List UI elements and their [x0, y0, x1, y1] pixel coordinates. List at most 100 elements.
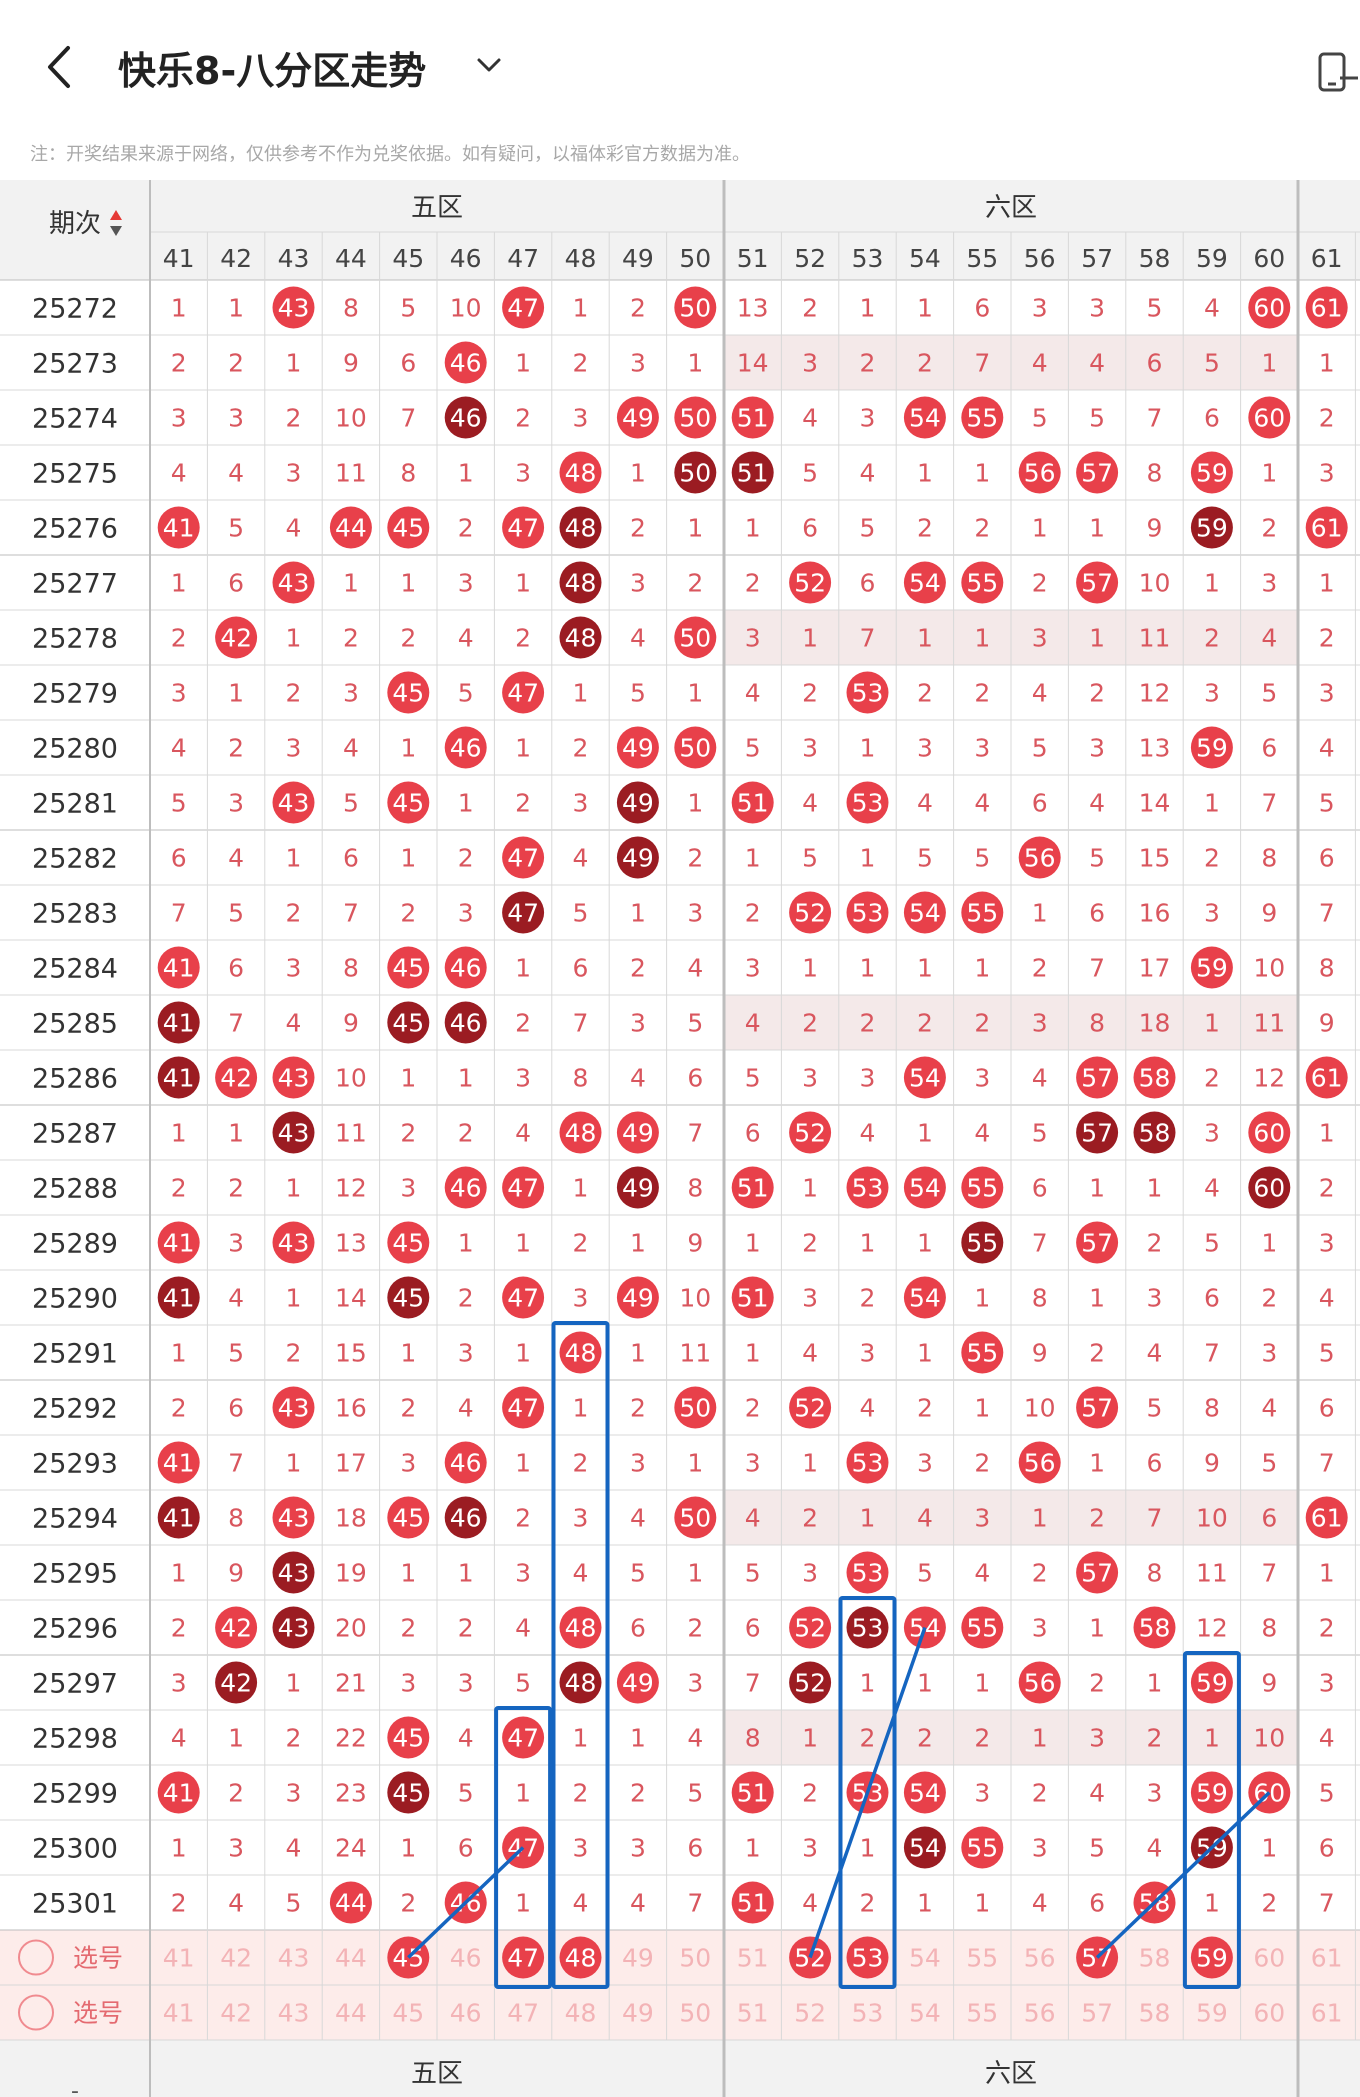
- select-radio[interactable]: [18, 1994, 54, 2031]
- miss-count: 3: [1147, 1779, 1163, 1808]
- select-number[interactable]: 43: [278, 1944, 310, 1973]
- page-title[interactable]: 快乐8-八分区走势: [118, 49, 427, 93]
- hit-number: 49: [622, 1669, 654, 1698]
- select-number[interactable]: 56: [1024, 1999, 1056, 2028]
- period-header[interactable]: 期次: [49, 209, 101, 239]
- select-number[interactable]: 46: [450, 1944, 482, 1973]
- miss-count: 2: [860, 349, 876, 378]
- miss-count: 1: [286, 1284, 302, 1313]
- select-number[interactable]: 61: [1311, 1944, 1343, 1973]
- miss-count: 1: [343, 569, 359, 598]
- back-arrow-icon[interactable]: [38, 42, 82, 92]
- miss-count: 1: [745, 514, 761, 543]
- hit-ball: [157, 1056, 200, 1099]
- select-number[interactable]: 55: [966, 1999, 998, 2028]
- miss-count: 4: [458, 1394, 474, 1423]
- select-number[interactable]: 47: [507, 1999, 539, 2028]
- select-number[interactable]: 53: [852, 1999, 884, 2028]
- hit-number: 47: [507, 844, 539, 873]
- miss-count: 1: [458, 1229, 474, 1258]
- select-number[interactable]: 42: [220, 1999, 252, 2028]
- hit-ball: [961, 1331, 1004, 1374]
- select-number[interactable]: 60: [1253, 1944, 1285, 1973]
- picked-number[interactable]: 53: [852, 1944, 884, 1973]
- select-number[interactable]: 55: [966, 1944, 998, 1973]
- hit-ball: [1305, 1056, 1348, 1099]
- select-number[interactable]: 44: [335, 1944, 367, 1973]
- select-number[interactable]: 41: [163, 1944, 195, 1973]
- select-number[interactable]: 50: [679, 1944, 711, 1973]
- select-number[interactable]: 54: [909, 1999, 941, 2028]
- period-cell: 25289: [32, 1229, 118, 1260]
- hit-ball: [1190, 506, 1233, 549]
- miss-count: 11: [1139, 624, 1171, 653]
- miss-count: 5: [1089, 844, 1105, 873]
- select-number[interactable]: 54: [909, 1944, 941, 1973]
- miss-count: 2: [515, 624, 531, 653]
- sort-up-icon[interactable]: [110, 210, 122, 220]
- miss-count: 6: [228, 569, 244, 598]
- period-cell: 25301: [32, 1889, 118, 1920]
- miss-count: 3: [400, 1174, 416, 1203]
- hit-ball: [559, 1606, 602, 1649]
- sort-down-icon[interactable]: [110, 226, 122, 236]
- picked-ball[interactable]: [1190, 1936, 1233, 1979]
- miss-count: 8: [1261, 844, 1277, 873]
- select-number[interactable]: 51: [737, 1944, 769, 1973]
- select-number[interactable]: 58: [1139, 1999, 1171, 2028]
- picked-number[interactable]: 48: [565, 1944, 597, 1973]
- column-header: 54: [909, 244, 941, 273]
- select-number[interactable]: 46: [450, 1999, 482, 2028]
- picked-ball[interactable]: [846, 1936, 889, 1979]
- miss-count: 3: [630, 569, 646, 598]
- chevron-down-icon[interactable]: [474, 50, 504, 80]
- hit-ball: [272, 1221, 315, 1264]
- select-number[interactable]: 43: [278, 1999, 310, 2028]
- hit-number: 59: [1196, 1779, 1228, 1808]
- select-number[interactable]: 60: [1253, 1999, 1285, 2028]
- select-number[interactable]: 52: [794, 1999, 826, 2028]
- device-icon[interactable]: [1318, 48, 1360, 96]
- select-label[interactable]: 选号: [73, 1999, 123, 2028]
- hit-number: 55: [966, 899, 998, 928]
- picked-ball[interactable]: [502, 1936, 545, 1979]
- select-number[interactable]: 57: [1081, 1999, 1113, 2028]
- select-number[interactable]: 61: [1311, 1999, 1343, 2028]
- hit-number: 55: [966, 404, 998, 433]
- miss-count: 3: [1319, 1229, 1335, 1258]
- picked-number[interactable]: 47: [507, 1944, 539, 1973]
- hit-ball: [1190, 451, 1233, 494]
- select-number[interactable]: 49: [622, 1999, 654, 2028]
- select-number[interactable]: 45: [392, 1999, 424, 2028]
- select-number[interactable]: 59: [1196, 1999, 1228, 2028]
- select-number[interactable]: 48: [565, 1999, 597, 2028]
- miss-count: 1: [515, 569, 531, 598]
- miss-count: 12: [1196, 1614, 1228, 1643]
- select-radio[interactable]: [18, 1939, 54, 1976]
- miss-count: 3: [228, 404, 244, 433]
- picked-ball[interactable]: [559, 1936, 602, 1979]
- picked-number[interactable]: 59: [1196, 1944, 1228, 1973]
- miss-count: 3: [458, 899, 474, 928]
- select-number[interactable]: 49: [622, 1944, 654, 1973]
- miss-count: 15: [1139, 844, 1171, 873]
- hit-ball: [1076, 561, 1119, 604]
- select-number[interactable]: 51: [737, 1999, 769, 2028]
- select-number[interactable]: 58: [1139, 1944, 1171, 1973]
- select-number[interactable]: 44: [335, 1999, 367, 2028]
- select-number[interactable]: 56: [1024, 1944, 1056, 1973]
- select-number[interactable]: 42: [220, 1944, 252, 1973]
- select-number[interactable]: 41: [163, 1999, 195, 2028]
- miss-count: 2: [630, 514, 646, 543]
- period-cell: 25298: [32, 1724, 118, 1755]
- select-label[interactable]: 选号: [73, 1944, 123, 1973]
- select-number[interactable]: 50: [679, 1999, 711, 2028]
- hit-ball: [616, 1111, 659, 1154]
- picked-number[interactable]: 52: [794, 1944, 826, 1973]
- miss-count: 1: [515, 1229, 531, 1258]
- column-header: 42: [220, 244, 252, 273]
- miss-count: 2: [917, 514, 933, 543]
- miss-count: 8: [343, 294, 359, 323]
- miss-count: 2: [573, 1449, 589, 1478]
- hit-ball: [1305, 286, 1348, 329]
